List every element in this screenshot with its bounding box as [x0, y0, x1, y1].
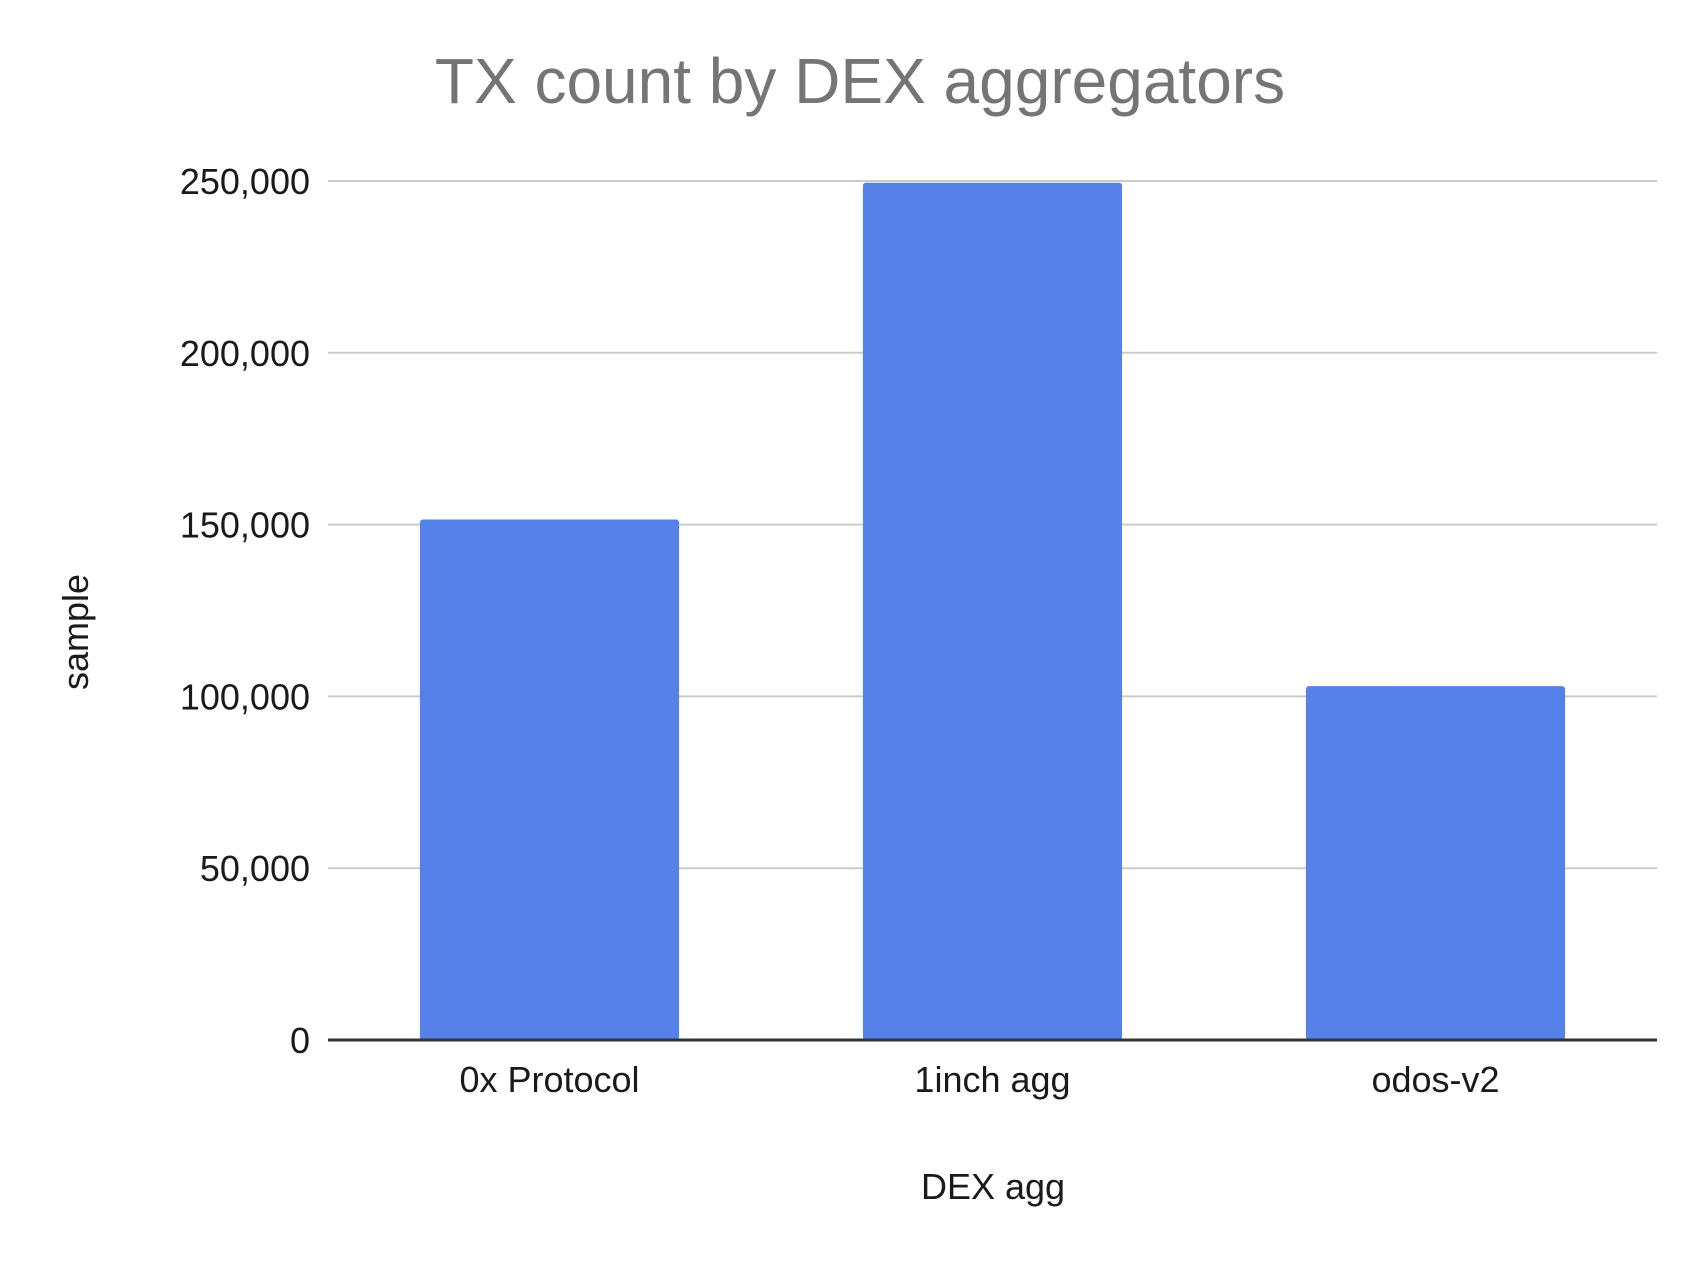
bar-0x-protocol: [419, 519, 680, 1040]
x-tick-label: 0x Protocol: [459, 1059, 639, 1100]
y-tick-label: 200,000: [180, 333, 310, 374]
bar-odos-v2: [1305, 686, 1566, 1040]
y-axis-title: sample: [55, 574, 96, 690]
x-axis-title: DEX agg: [921, 1166, 1065, 1207]
y-tick-label: 0: [290, 1020, 310, 1061]
x-tick-label: odos-v2: [1371, 1059, 1499, 1100]
y-tick-label: 50,000: [200, 848, 310, 889]
y-axis-ticks: 0 50,000 100,000 150,000 200,000 250,000: [180, 161, 310, 1061]
y-tick-label: 150,000: [180, 505, 310, 546]
bars: [419, 182, 1566, 1040]
x-tick-label: 1inch agg: [914, 1059, 1070, 1100]
y-tick-label: 250,000: [180, 161, 310, 202]
x-axis-ticks: 0x Protocol 1inch agg odos-v2: [459, 1059, 1499, 1100]
chart-title: TX count by DEX aggregators: [435, 45, 1285, 117]
y-tick-label: 100,000: [180, 676, 310, 717]
bar-1inch-agg: [862, 182, 1123, 1040]
